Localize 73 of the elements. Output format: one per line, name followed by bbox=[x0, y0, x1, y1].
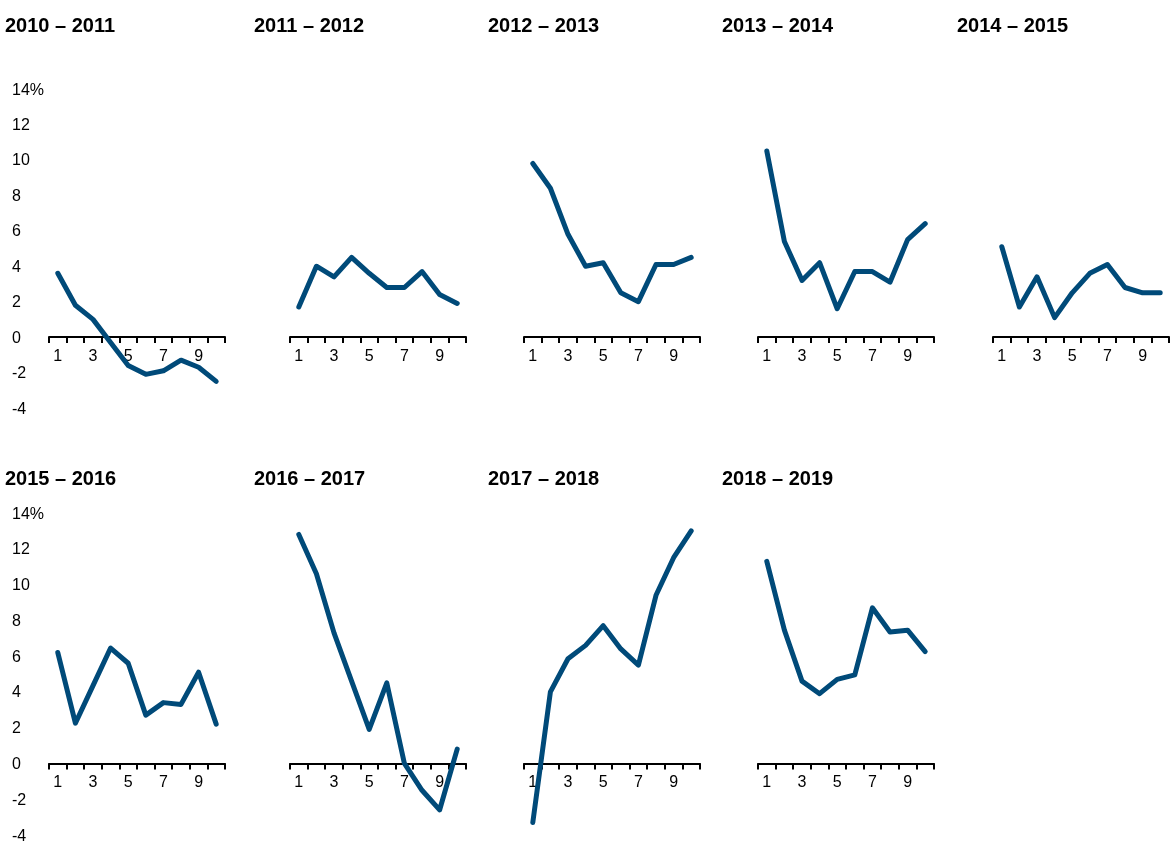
chart-title: 2016 – 2017 bbox=[254, 467, 366, 489]
x-tick-label: 5 bbox=[832, 346, 842, 364]
x-tick-label: 3 bbox=[563, 772, 573, 790]
y-tick-label: 6 bbox=[12, 647, 21, 665]
x-tick-label: 9 bbox=[903, 346, 913, 364]
x-tick-label: 5 bbox=[598, 772, 608, 790]
x-tick-label: 3 bbox=[88, 772, 98, 790]
chart-title: 2012 – 2013 bbox=[488, 14, 600, 36]
y-tick-label: 12 bbox=[12, 540, 30, 558]
x-tick-label: 1 bbox=[528, 346, 538, 364]
x-tick-label: 5 bbox=[123, 772, 133, 790]
x-tick-label: 7 bbox=[633, 346, 643, 364]
x-tick-label: 7 bbox=[1102, 346, 1112, 364]
x-tick-label: 9 bbox=[903, 772, 913, 790]
chart-title: 2010 – 2011 bbox=[5, 14, 116, 36]
x-tick-label: 5 bbox=[364, 346, 374, 364]
chart-title: 2011 – 2012 bbox=[254, 14, 365, 36]
y-tick-label: -4 bbox=[12, 399, 27, 417]
x-tick-label: 1 bbox=[53, 346, 63, 364]
x-tick-label: 1 bbox=[762, 772, 772, 790]
x-tick-label: 3 bbox=[329, 772, 339, 790]
y-tick-label: -2 bbox=[12, 790, 27, 808]
x-tick-label: 7 bbox=[867, 346, 877, 364]
y-tick-label: 8 bbox=[12, 611, 21, 629]
x-tick-label: 7 bbox=[633, 772, 643, 790]
x-tick-label: 7 bbox=[399, 772, 409, 790]
x-tick-label: 9 bbox=[435, 346, 445, 364]
y-tick-label: -2 bbox=[12, 364, 27, 382]
y-tick-label: 8 bbox=[12, 186, 21, 204]
y-tick-label: 2 bbox=[12, 293, 21, 311]
chart-title: 2013 – 2014 bbox=[722, 14, 835, 36]
x-tick-label: 5 bbox=[598, 346, 608, 364]
x-tick-label: 1 bbox=[528, 772, 538, 790]
y-tick-label: 0 bbox=[12, 754, 21, 772]
x-tick-label: 9 bbox=[194, 772, 204, 790]
x-tick-label: 3 bbox=[1032, 346, 1042, 364]
y-tick-label: 10 bbox=[12, 151, 30, 169]
x-tick-label: 3 bbox=[88, 346, 98, 364]
y-tick-label: 4 bbox=[12, 257, 21, 275]
x-tick-label: 3 bbox=[797, 772, 807, 790]
chart-title: 2015 – 2016 bbox=[5, 467, 117, 489]
chart-title: 2014 – 2015 bbox=[957, 14, 1069, 36]
x-tick-label: 5 bbox=[364, 772, 374, 790]
x-tick-label: 9 bbox=[194, 346, 204, 364]
y-tick-label: 2 bbox=[12, 719, 21, 737]
x-tick-label: 7 bbox=[867, 772, 877, 790]
x-tick-label: 1 bbox=[294, 772, 304, 790]
chart-title: 2018 – 2019 bbox=[722, 467, 834, 489]
x-tick-label: 7 bbox=[158, 772, 168, 790]
x-tick-label: 5 bbox=[832, 772, 842, 790]
x-tick-label: 9 bbox=[669, 346, 679, 364]
x-tick-label: 1 bbox=[997, 346, 1007, 364]
y-tick-label: 14% bbox=[12, 504, 45, 522]
y-tick-label: 0 bbox=[12, 328, 21, 346]
x-tick-label: 1 bbox=[294, 346, 304, 364]
x-tick-label: 1 bbox=[762, 346, 772, 364]
y-tick-label: -4 bbox=[12, 826, 27, 844]
y-tick-label: 4 bbox=[12, 683, 21, 701]
x-tick-label: 3 bbox=[797, 346, 807, 364]
x-tick-label: 9 bbox=[435, 772, 445, 790]
x-tick-label: 3 bbox=[329, 346, 339, 364]
x-tick-label: 3 bbox=[563, 346, 573, 364]
x-tick-label: 7 bbox=[399, 346, 409, 364]
y-tick-label: 14% bbox=[12, 80, 45, 98]
y-tick-label: 12 bbox=[12, 115, 30, 133]
x-tick-label: 9 bbox=[1138, 346, 1148, 364]
y-tick-label: 10 bbox=[12, 576, 30, 594]
x-tick-label: 9 bbox=[669, 772, 679, 790]
y-tick-label: 6 bbox=[12, 222, 21, 240]
chart-title: 2017 – 2018 bbox=[488, 467, 600, 489]
x-tick-label: 7 bbox=[158, 346, 168, 364]
x-tick-label: 5 bbox=[1067, 346, 1077, 364]
x-tick-label: 1 bbox=[53, 772, 63, 790]
